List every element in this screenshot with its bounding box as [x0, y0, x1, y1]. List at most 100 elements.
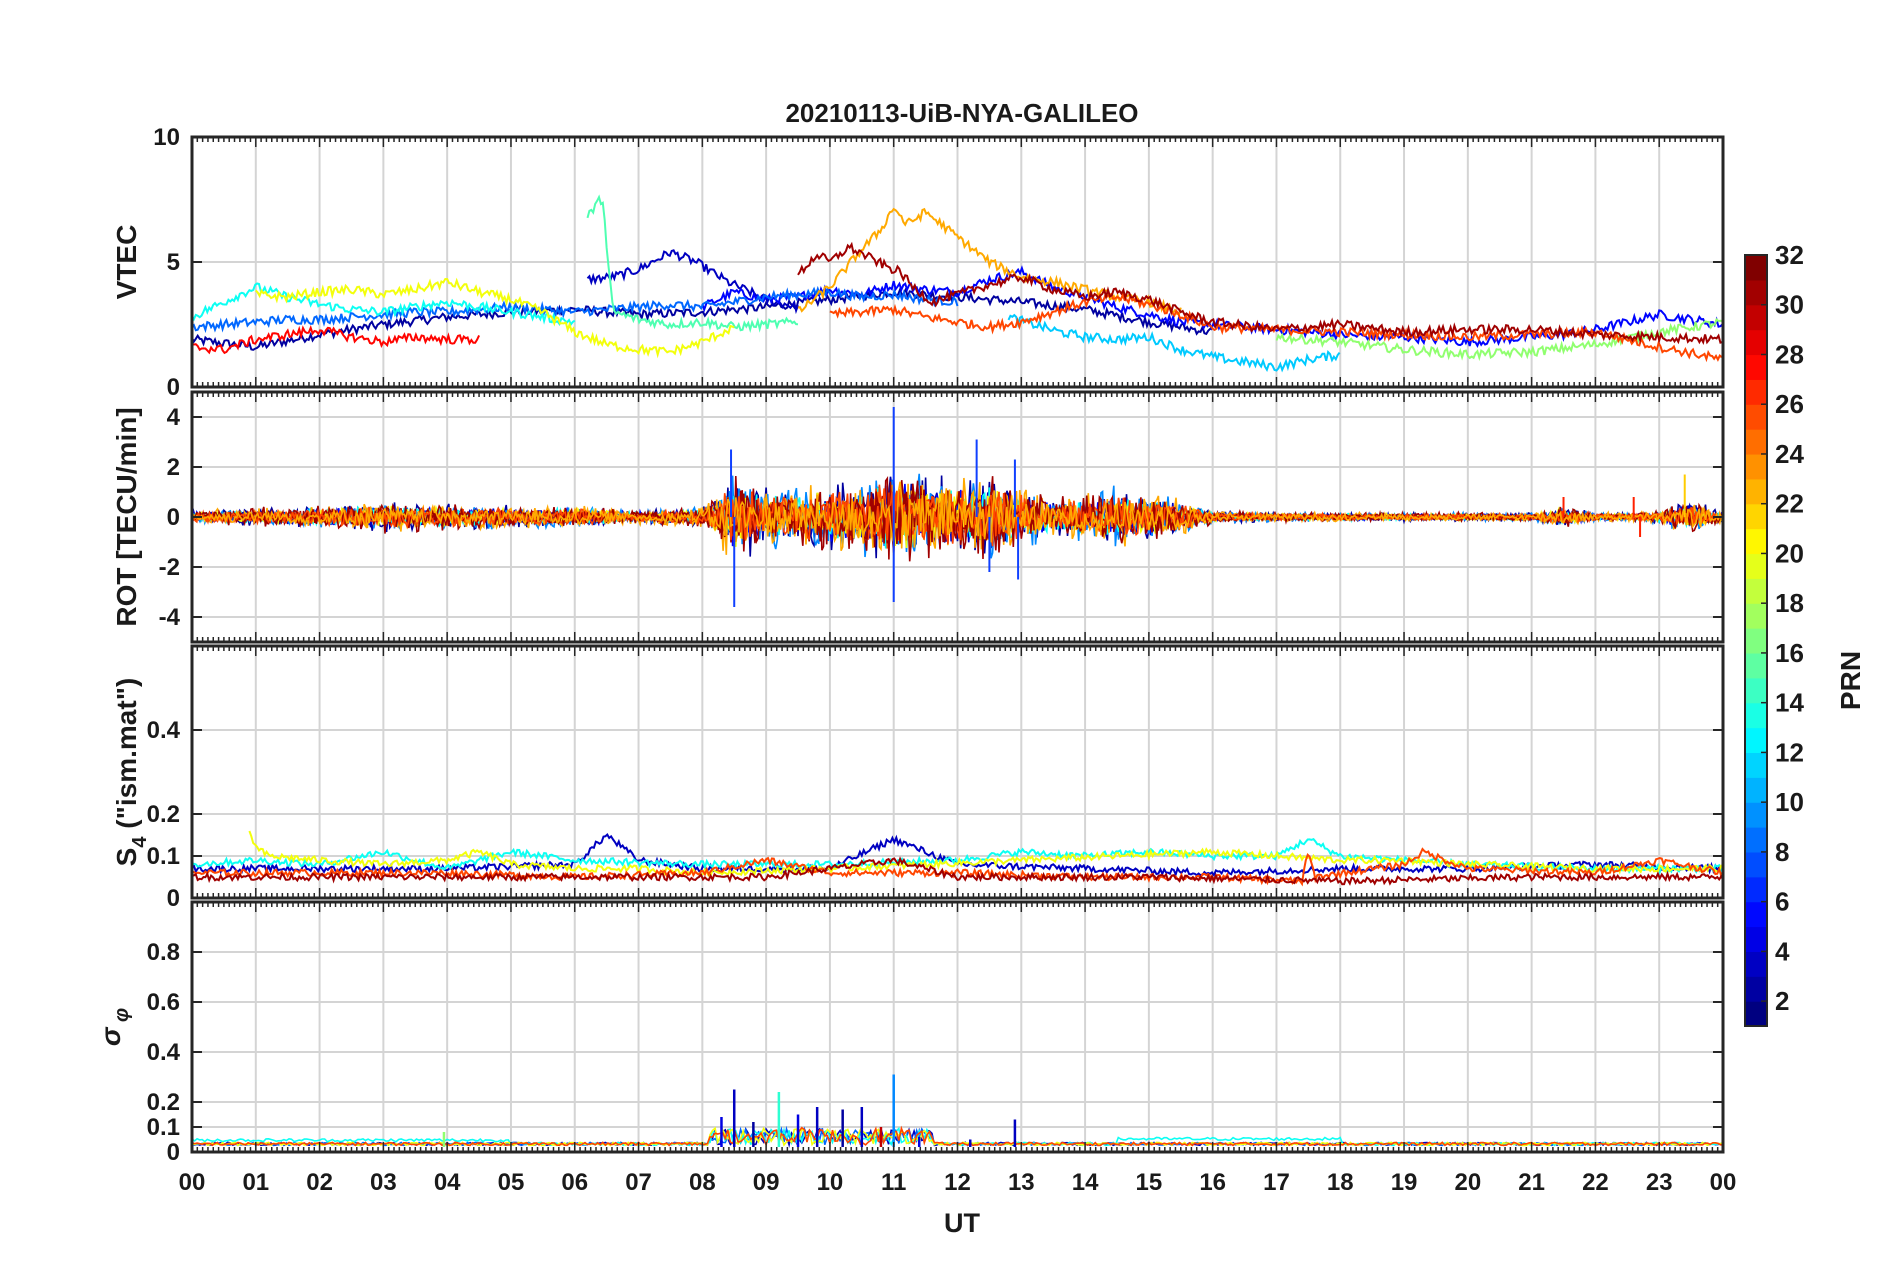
series-prn-23: [192, 481, 1723, 543]
colorbar-tick-label: 18: [1775, 588, 1804, 618]
x-tick-label: 02: [306, 1169, 333, 1196]
colorbar-segment: [1745, 453, 1767, 480]
panel-vtec: 0 5 10 VTEC: [111, 124, 1725, 401]
panel-sigma_phi: 00.10.2 0.4 0.6 0.8 σ φ 00 01 02 03 04 05 06 07 08 09 1…: [95, 900, 1737, 1196]
series-prn-3: [586, 249, 799, 315]
colorbar-segment: [1745, 503, 1767, 530]
series-prn-11: [1007, 313, 1341, 373]
series-prn-15: [586, 194, 799, 334]
x-tick-label: 18: [1327, 1169, 1354, 1196]
colorbar-frame: [1744, 254, 1768, 1027]
colorbar-segment: [1745, 976, 1767, 1002]
x-axis-label: UT: [944, 1208, 980, 1238]
colorbar-segment: [1745, 802, 1767, 828]
y-tick-label: 5: [167, 249, 180, 276]
colorbar-segment: [1745, 1001, 1767, 1027]
colorbar-segment: [1745, 603, 1767, 629]
colorbar-segment: [1745, 429, 1767, 455]
y-tick-label: 0.6: [147, 989, 180, 1016]
colorbar-tick-label: 22: [1775, 489, 1804, 519]
colorbar-segment: [1745, 628, 1767, 654]
y-tick-label: 0.4: [147, 1039, 181, 1066]
x-tick-label: 10: [817, 1169, 844, 1196]
y-tick-label: 0: [167, 1139, 180, 1166]
colorbar-segment: [1745, 652, 1767, 679]
colorbar-segment: [1745, 528, 1767, 555]
y-tick-label: 0: [167, 374, 180, 401]
x-tick-label: 19: [1391, 1169, 1418, 1196]
x-tick-label: 00: [1710, 1169, 1737, 1196]
y-tick-label: 0.1: [147, 1114, 180, 1141]
colorbar-segment: [1745, 354, 1767, 380]
series-prn-8: [192, 285, 959, 334]
x-tick-label: 07: [625, 1169, 652, 1196]
x-tick-label: 20: [1454, 1169, 1481, 1196]
grid: [192, 137, 1723, 387]
x-tick-label: 06: [561, 1169, 588, 1196]
plot-area: [192, 407, 1723, 607]
x-tick-label: 09: [753, 1169, 780, 1196]
series-prn-2: [192, 286, 1212, 351]
colorbar-segment: [1745, 851, 1767, 878]
y-tick-label: 2: [167, 454, 180, 481]
colorbar-tick-label: 6: [1775, 887, 1789, 917]
x-tick-label: 03: [370, 1169, 397, 1196]
plot-area: [192, 194, 1723, 373]
y-tick-label: 0.2: [147, 801, 180, 828]
colorbar-segment: [1745, 951, 1767, 977]
ticks: [191, 136, 1724, 388]
colorbar-label: PRN: [1835, 651, 1866, 710]
y-tick-label: 0.1: [147, 843, 180, 870]
colorbar-segment: [1745, 827, 1767, 853]
y-tick-label: -4: [159, 604, 181, 631]
colorbar-segment: [1745, 926, 1767, 952]
y-axis-label: S4 ("ism.mat"): [111, 678, 151, 867]
colorbar-segment: [1745, 255, 1767, 281]
ticks: [191, 902, 1724, 1153]
x-tick-label: 00: [179, 1169, 206, 1196]
x-tick-label: 17: [1263, 1169, 1290, 1196]
x-tick-label: 08: [689, 1169, 716, 1196]
x-tick-label: 23: [1646, 1169, 1673, 1196]
colorbar-segment: [1745, 379, 1767, 405]
colorbar-segment: [1745, 702, 1767, 729]
colorbar-segment: [1745, 876, 1767, 903]
ticks: [191, 646, 1724, 899]
x-tick-label: 15: [1136, 1169, 1163, 1196]
y-axis-label: VTEC: [111, 225, 142, 300]
x-tick-label: 16: [1199, 1169, 1226, 1196]
y-axis-label: ROT [TECU/min]: [111, 407, 142, 626]
plot-area: [192, 830, 1723, 887]
y-tick-label: 10: [153, 124, 180, 151]
x-tick-label: 05: [498, 1169, 525, 1196]
colorbar-tick-label: 4: [1775, 936, 1790, 966]
y-tick-label: -2: [159, 554, 180, 581]
series-prn-28: [192, 324, 481, 355]
grid: [192, 902, 1723, 1152]
colorbar-tick-label: 16: [1775, 638, 1804, 668]
colorbar-segment: [1745, 478, 1767, 505]
colorbar-tick-label: 32: [1775, 240, 1804, 270]
colorbar-tick-label: 10: [1775, 787, 1804, 817]
panel-rot: -4 -2 0 2 4 ROT [TECU/min]: [111, 390, 1725, 644]
colorbar-tick-label: 20: [1775, 538, 1804, 568]
series-prn-20: [248, 830, 1723, 878]
colorbar-segment: [1745, 404, 1767, 430]
series-prn-31: [797, 241, 1723, 345]
colorbar-segment: [1745, 553, 1767, 579]
y-tick-label: 0: [167, 504, 180, 531]
x-tick-label: 14: [1072, 1169, 1099, 1196]
y-axis-label: σ φ: [95, 1008, 133, 1046]
x-tick-label: 12: [944, 1169, 971, 1196]
grid: [192, 646, 1723, 898]
y-tick-label: 0: [167, 885, 180, 912]
colorbar-tick-label: 14: [1775, 688, 1804, 718]
colorbar-segment: [1745, 304, 1767, 331]
chart-title: 20210113-UiB-NYA-GALILEO: [785, 98, 1138, 128]
colorbar-segment: [1745, 752, 1767, 778]
colorbar-segment: [1745, 677, 1767, 704]
panel-s4: 0 0.1 0.2 0.4S4 ("ism.mat"): [111, 644, 1725, 912]
